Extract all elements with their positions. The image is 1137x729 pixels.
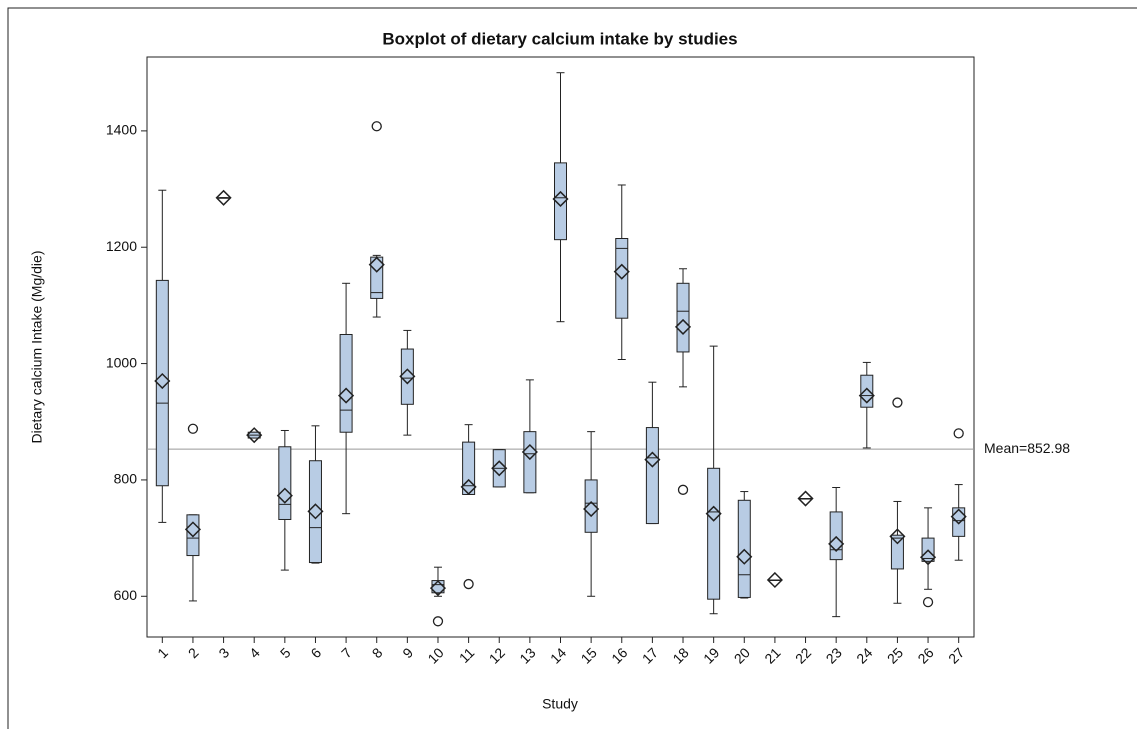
chart-title: Boxplot of dietary calcium intake by stu… bbox=[382, 29, 737, 48]
x-tick-label: 12 bbox=[486, 644, 508, 666]
y-tick-label: 600 bbox=[114, 587, 138, 603]
outlier bbox=[432, 616, 444, 627]
box bbox=[584, 479, 598, 533]
mean-marker bbox=[919, 549, 937, 566]
outlier bbox=[922, 596, 934, 608]
mean-marker bbox=[828, 535, 845, 552]
outlier bbox=[892, 397, 903, 408]
box bbox=[339, 333, 353, 433]
box bbox=[952, 507, 966, 537]
x-tick-label: 16 bbox=[608, 644, 630, 666]
mean-marker bbox=[429, 580, 447, 597]
x-tick-label: 6 bbox=[307, 644, 324, 661]
mean-marker bbox=[399, 368, 416, 385]
box bbox=[707, 467, 721, 600]
x-tick-label: 2 bbox=[185, 644, 202, 661]
y-tick-label: 800 bbox=[114, 471, 138, 487]
mean-marker bbox=[889, 528, 906, 545]
x-tick-label: 22 bbox=[792, 644, 814, 666]
x-tick-label: 19 bbox=[700, 644, 722, 666]
mean-marker bbox=[583, 500, 600, 518]
box bbox=[523, 431, 537, 494]
x-tick-label: 1 bbox=[154, 644, 171, 661]
x-tick-label: 5 bbox=[277, 644, 294, 661]
x-tick-label: 20 bbox=[731, 644, 753, 666]
outlier bbox=[677, 484, 689, 495]
x-tick-label: 9 bbox=[399, 644, 416, 661]
mean-marker bbox=[276, 487, 293, 504]
x-tick-label: 23 bbox=[823, 644, 845, 666]
x-tick-label: 21 bbox=[761, 644, 783, 666]
outlier bbox=[463, 578, 474, 590]
box bbox=[890, 534, 904, 570]
mean-marker bbox=[797, 490, 814, 507]
box bbox=[308, 460, 322, 564]
box bbox=[400, 348, 414, 405]
x-tick-label: 4 bbox=[246, 644, 263, 661]
y-tick-label: 1200 bbox=[106, 238, 137, 254]
x-tick-label: 24 bbox=[853, 644, 875, 666]
mean-marker bbox=[215, 189, 232, 206]
mean-marker bbox=[858, 387, 875, 404]
mean-marker bbox=[338, 387, 355, 404]
mean-marker bbox=[184, 521, 202, 538]
x-tick-label: 25 bbox=[884, 644, 906, 666]
x-tick-label: 27 bbox=[945, 644, 967, 666]
mean-marker bbox=[521, 443, 538, 461]
y-tick-label: 1400 bbox=[106, 122, 137, 138]
box bbox=[554, 162, 567, 241]
outlier bbox=[953, 428, 964, 439]
mean-marker bbox=[644, 451, 661, 468]
mean-marker bbox=[491, 460, 508, 477]
x-tick-label: 11 bbox=[456, 644, 478, 666]
x-tick-label: 15 bbox=[578, 644, 600, 666]
x-tick-label: 13 bbox=[516, 644, 538, 666]
mean-marker bbox=[460, 478, 477, 495]
mean-line-label: Mean=852.98 bbox=[984, 440, 1070, 456]
outlier bbox=[371, 121, 382, 132]
x-tick-label: 7 bbox=[338, 644, 355, 661]
outlier bbox=[187, 423, 199, 434]
x-tick-label: 18 bbox=[669, 644, 691, 666]
mean-marker bbox=[368, 256, 385, 273]
box bbox=[645, 427, 659, 525]
y-tick-label: 1000 bbox=[106, 354, 137, 370]
x-tick-label: 8 bbox=[369, 644, 386, 661]
mean-marker bbox=[154, 372, 171, 390]
box bbox=[676, 282, 690, 353]
mean-marker bbox=[552, 190, 569, 208]
x-axis-label: Study bbox=[542, 696, 578, 712]
mean-marker bbox=[307, 503, 324, 520]
mean-marker bbox=[674, 318, 692, 335]
x-tick-label: 10 bbox=[424, 644, 446, 666]
x-tick-label: 26 bbox=[914, 644, 936, 666]
mean-marker bbox=[246, 427, 263, 444]
mean-marker bbox=[950, 508, 967, 525]
mean-marker bbox=[736, 548, 753, 565]
box bbox=[462, 441, 476, 495]
box bbox=[829, 511, 843, 561]
mean-marker bbox=[705, 505, 722, 522]
x-tick-label: 14 bbox=[547, 644, 569, 666]
box bbox=[186, 514, 200, 557]
mean-marker bbox=[613, 263, 630, 280]
x-tick-label: 3 bbox=[215, 644, 232, 661]
mean-marker bbox=[766, 571, 783, 589]
x-tick-label: 17 bbox=[639, 644, 661, 666]
outer-frame bbox=[7, 7, 1137, 729]
y-axis-label: Dietary calcium Intake (Mg/die) bbox=[29, 251, 45, 444]
box bbox=[278, 446, 292, 520]
